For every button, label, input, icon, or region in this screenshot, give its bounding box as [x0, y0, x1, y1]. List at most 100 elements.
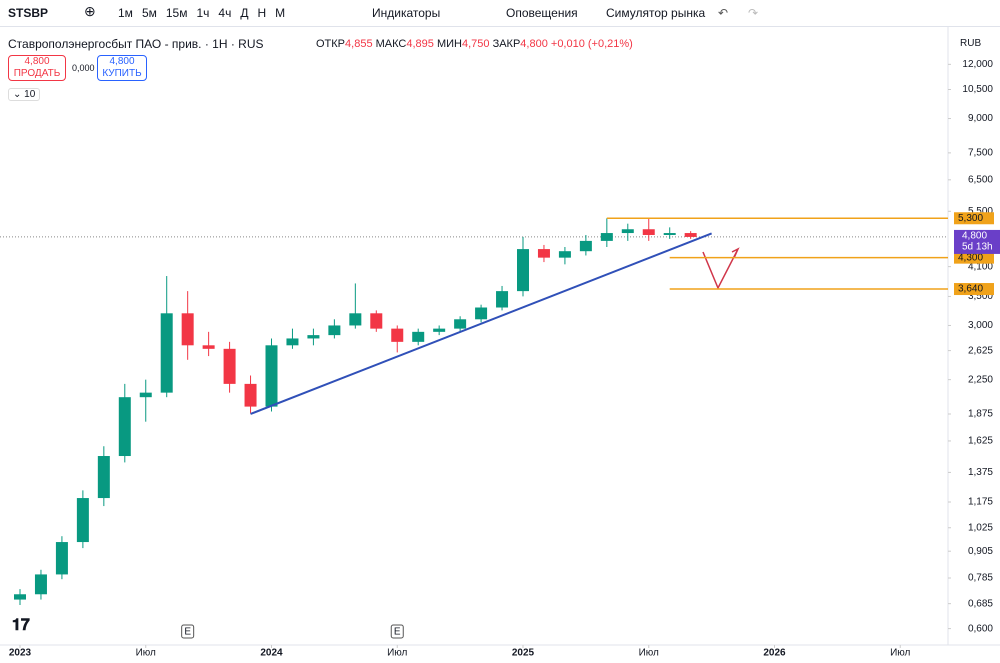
y-tick-label: 10,500	[962, 84, 993, 95]
label: КУПИТЬ	[102, 68, 142, 79]
change: +0,010 (+0,21%)	[550, 38, 633, 50]
value: 4,750	[461, 38, 490, 50]
candle-body	[202, 345, 215, 349]
level-label: 5,300	[958, 213, 983, 224]
candle-body	[349, 313, 362, 326]
redo[interactable]: ↷	[748, 6, 759, 20]
candle-body	[139, 392, 152, 398]
x-tick-label: 2026	[763, 648, 786, 659]
price: 4,800	[109, 56, 135, 67]
label: ОТКР	[316, 38, 346, 50]
interval[interactable]: 5м	[141, 6, 157, 20]
candle-body	[76, 498, 89, 543]
interval[interactable]: М	[275, 6, 286, 20]
countdown: 5d 13h	[962, 242, 993, 253]
candle-body	[433, 328, 446, 332]
level-tag	[954, 212, 994, 225]
price-label: 4,800	[962, 231, 987, 242]
undo[interactable]: ↶	[718, 6, 729, 20]
candle-body	[496, 291, 509, 308]
interval[interactable]: Д	[240, 6, 249, 20]
y-tick-label: 12,000	[962, 59, 993, 70]
event-label: E	[394, 627, 401, 638]
y-tick-label: 4,100	[968, 261, 993, 272]
y-tick-label: 9,000	[968, 113, 993, 124]
y-tick-label: 0,785	[968, 573, 993, 584]
candle-body	[475, 307, 488, 320]
interval[interactable]: Н	[257, 6, 267, 20]
value: 4,800	[520, 38, 548, 50]
candle-body	[181, 313, 194, 346]
candle-body	[642, 229, 655, 235]
candle-body	[579, 240, 592, 252]
x-tick-label: Июл	[387, 648, 407, 659]
candle-body	[391, 328, 404, 342]
x-tick-label: 2025	[512, 648, 535, 659]
arrow	[702, 247, 740, 290]
y-tick-label: 0,905	[968, 546, 993, 557]
value: 10	[24, 89, 36, 100]
candle-body	[412, 331, 425, 342]
candle-body	[621, 229, 634, 234]
interval[interactable]: 1ч	[196, 6, 210, 20]
y-tick-label: 2,250	[968, 374, 993, 385]
event-marker	[181, 624, 195, 639]
symbol[interactable]: STSBP	[8, 6, 49, 20]
sell-button[interactable]: 4,800 ПРОДАТЬ	[8, 55, 66, 81]
x-tick-label: 2023	[9, 648, 32, 659]
x-tick-label: 2024	[260, 648, 283, 659]
currency[interactable]: RUB	[960, 38, 982, 49]
y-tick-label: 0,685	[968, 598, 993, 609]
level-tag	[954, 283, 994, 296]
ohlc: ОТКР4,855 МАКС4,895 МИН4,750 ЗАКР4,800 +…	[316, 38, 633, 50]
legend-title: Ставрополэнергосбыт ПАО - прив. · 1Н · R…	[8, 37, 264, 51]
candle-body	[307, 335, 320, 339]
candle-body	[370, 313, 383, 329]
candle-body	[328, 325, 341, 336]
label: ПРОДАТЬ	[13, 68, 61, 79]
buy-button[interactable]: 4,800 КУПИТЬ	[97, 55, 147, 81]
interval[interactable]: 4ч	[218, 6, 232, 20]
candle-body	[118, 397, 131, 457]
volume-toggle[interactable]: ⌄ 10	[8, 88, 41, 101]
add-symbol[interactable]: ⊕	[84, 3, 96, 19]
candle-body	[684, 233, 697, 237]
y-tick-label: 5,500	[968, 206, 993, 217]
x-tick-label: Июл	[639, 648, 659, 659]
value: 4,895	[406, 38, 434, 50]
indicators[interactable]: Индикаторы	[372, 6, 441, 20]
candle-body	[97, 456, 110, 499]
alerts[interactable]: Оповещения	[506, 6, 578, 20]
level-label: 3,640	[958, 284, 983, 295]
y-tick-label: 3,500	[968, 291, 993, 302]
candle-body	[600, 233, 613, 241]
y-tick-label: 1,625	[968, 436, 993, 447]
intervals: 1м 5м 15м 1ч 4ч Д Н М	[118, 6, 294, 20]
interval[interactable]: 15м	[165, 6, 188, 20]
y-tick-label: 0,600	[968, 623, 993, 634]
y-tick-label: 1,875	[968, 409, 993, 420]
candle-body	[244, 383, 257, 407]
replay[interactable]: Симулятор рынка	[606, 6, 706, 20]
toolbar: STSBP ⊕ 1м 5м 15м 1ч 4ч Д Н М Индикаторы Оповещ…	[0, 0, 1000, 27]
candle-body	[454, 319, 467, 329]
price: 4,800	[24, 56, 50, 67]
level-label: 4,300	[958, 252, 983, 263]
candle-body	[517, 249, 529, 292]
y-tick-label: 1,025	[968, 522, 993, 533]
candle-body	[34, 574, 47, 595]
label: ЗАКР	[492, 38, 521, 50]
interval[interactable]: 1м	[118, 6, 133, 20]
candle-body	[537, 249, 550, 258]
candle-body	[14, 594, 26, 600]
trend-line	[250, 232, 712, 415]
y-tick-label: 6,500	[968, 174, 993, 185]
event-marker	[390, 624, 404, 639]
title: Ставрополэнергосбыт ПАО - прив. · 1Н · R…	[8, 37, 264, 51]
price-tag	[954, 229, 1000, 254]
x-tick-label: Июл	[890, 648, 910, 659]
candle-body	[286, 338, 299, 346]
y-tick-label: 2,625	[968, 345, 993, 356]
label: МИН	[436, 38, 462, 50]
